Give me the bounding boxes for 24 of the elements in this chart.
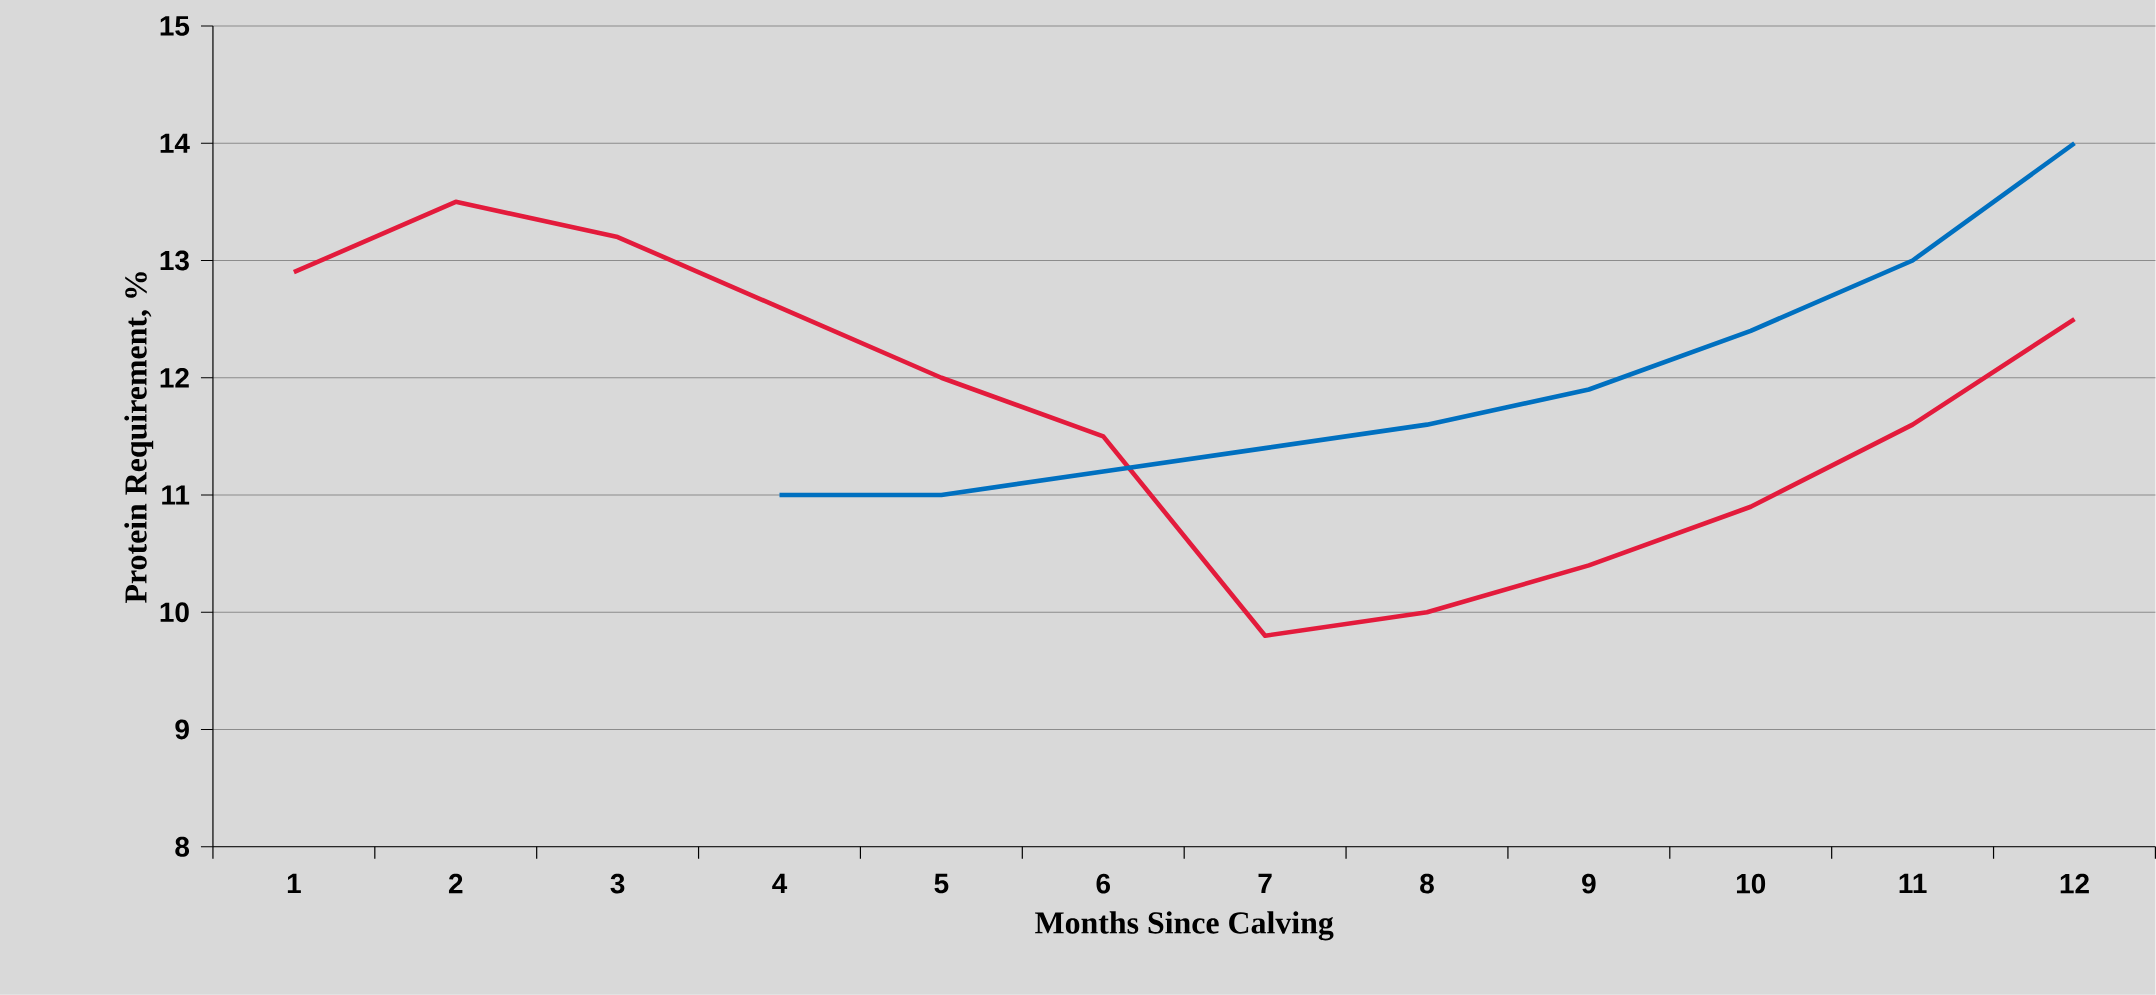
line-series xyxy=(777,141,2077,498)
line-series xyxy=(291,199,2077,639)
x-tick-label: 2 xyxy=(448,873,463,894)
x-tick-label: 3 xyxy=(610,873,625,894)
x-tick-label: 5 xyxy=(934,873,949,894)
y-tick-label: 15 xyxy=(160,16,190,36)
x-tick-label: 7 xyxy=(1258,873,1272,894)
x-tick-label: 6 xyxy=(1096,873,1110,894)
y-tick-label: 12 xyxy=(160,368,189,388)
y-tick-label: 13 xyxy=(160,250,189,271)
x-tick-label: 11 xyxy=(1899,873,1927,894)
y-tick-label: 8 xyxy=(175,837,190,857)
x-tick-label: 10 xyxy=(1736,873,1766,894)
x-tick-label: 12 xyxy=(2060,873,2089,894)
y-tick-label: 10 xyxy=(160,602,189,623)
y-axis-title: Protein Requirement, % xyxy=(124,272,154,604)
x-tick-label: 8 xyxy=(1420,873,1434,894)
y-tick-label: 9 xyxy=(175,719,189,740)
x-axis-title: Months Since Calving xyxy=(1035,911,1334,941)
y-tick-label: 11 xyxy=(162,485,190,505)
x-tick-label: 9 xyxy=(1582,873,1596,894)
x-tick-label: 1 xyxy=(287,873,301,894)
x-tick-label: 4 xyxy=(772,873,788,894)
y-tick-label: 14 xyxy=(160,133,190,153)
